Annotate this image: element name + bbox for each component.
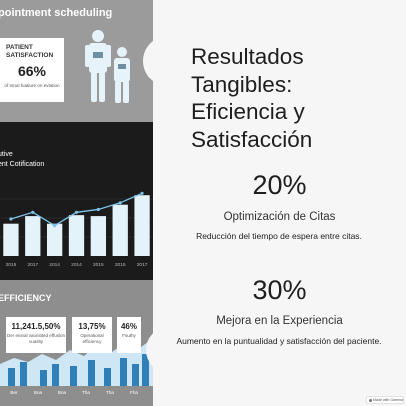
chart-bar [112,204,128,256]
tick-label: 2014 [49,262,60,268]
satisfaction-label: PATIENT SATISFACTION [6,44,54,59]
mini-bar [132,364,139,386]
trend-point [53,224,57,228]
infographic-image: pointment scheduling PATIENT SATISFACTIO… [0,0,153,406]
tick-label: Bna [34,390,43,395]
chart-section-title: utive ent Cotification [0,151,45,168]
chart-bar [3,223,19,256]
efficiency-card-caption: Operational efficiency [80,333,104,344]
chart-section: utive ent Cotification 20152017201420142… [0,122,153,280]
tick-label: Fha [130,390,138,395]
chart-bar [46,223,63,256]
satisfaction-value: 66% [17,63,47,79]
area-shape [0,338,153,386]
badge-label: Made with Gamma [373,398,404,402]
satisfaction-card: PATIENT SATISFACTION 66% of tonal fuatiu… [0,38,64,102]
mini-bar [40,370,47,386]
tick-label: Bna [58,390,67,395]
stat-heading: Mejora en la Experiencia [216,315,343,327]
trend-point [118,201,122,205]
trend-point [74,210,79,214]
stat-description: Reducción del tiempo de espera entre cit… [196,231,362,241]
efficiency-card: 46% Fsuthy [117,317,141,353]
efficiency-chart: Ber Bna Bna Tha Tha Fha [0,338,153,395]
appointment-section: pointment scheduling PATIENT SATISFACTIO… [0,0,153,122]
mini-bar [104,368,111,386]
doctor-figure [85,30,111,102]
efficiency-card: 11,241.5,50% Der eninal vaonitited effus… [6,317,66,353]
mini-bar [52,364,59,386]
made-with-gamma-badge[interactable]: Made with Gamma [366,396,404,404]
people-illustration [85,30,130,103]
chart-bar [25,216,41,256]
tick-label: Tha [106,390,114,395]
gamma-logo-icon [368,398,372,402]
appointment-section-title: pointment scheduling [0,7,113,19]
satisfaction-caption: of tonal fuatiure on evlation [4,83,60,88]
efficiency-card-caption: Fsuthy [122,333,136,338]
decorative-circle [143,36,153,86]
tick-label: 2015 [115,262,126,268]
trend-point [31,210,35,214]
efficiency-card-value: 46% [120,322,137,331]
bar-chart: 2015 2017 2014 2014 2015 2015 2017 [0,191,153,268]
mini-bar [88,360,95,386]
efficiency-card-caption: Der eninal vaonitited effuslon vuaslty [7,333,65,344]
tick-label: Ber [10,390,18,395]
tick-label: 2017 [27,262,38,268]
chart-bar [90,216,107,256]
efficiency-card-value: 11,241.5,50% [11,322,61,331]
chart-bar [134,195,150,256]
trend-point [9,217,13,221]
efficiency-section: EFFICIENCY Ber Bna Bna Tha Tha Fha 11,241.5,5… [0,280,153,406]
tick-label: Tha [82,390,90,395]
mini-bar [8,368,15,386]
patient-figure [114,47,130,103]
stat-description: Aumento en la puntualidad y satisfacción… [176,336,382,346]
trend-point [140,191,144,195]
mini-bar [120,358,127,386]
stat-value: 20% [252,170,307,200]
mini-bar [142,354,149,386]
mini-bar [20,362,27,386]
trend-point [96,207,100,212]
tick-label: 2014 [71,262,82,268]
slide-title: Resultados Tangibles: Eficiencia y Satis… [191,44,313,152]
chart-bar [68,215,85,256]
tick-label: 2017 [137,262,148,268]
stat-value: 30% [252,275,307,305]
tick-label: 2015 [6,262,17,268]
efficiency-section-title: EFFICIENCY [0,293,52,303]
efficiency-card-value: 13,75% [78,322,106,331]
tick-label: 2015 [93,262,104,268]
stat-heading: Optimización de Citas [223,211,336,223]
decorative-circle [146,328,153,372]
mini-bar [70,366,77,386]
efficiency-card: 13,75% Operational efficiency [72,317,112,353]
